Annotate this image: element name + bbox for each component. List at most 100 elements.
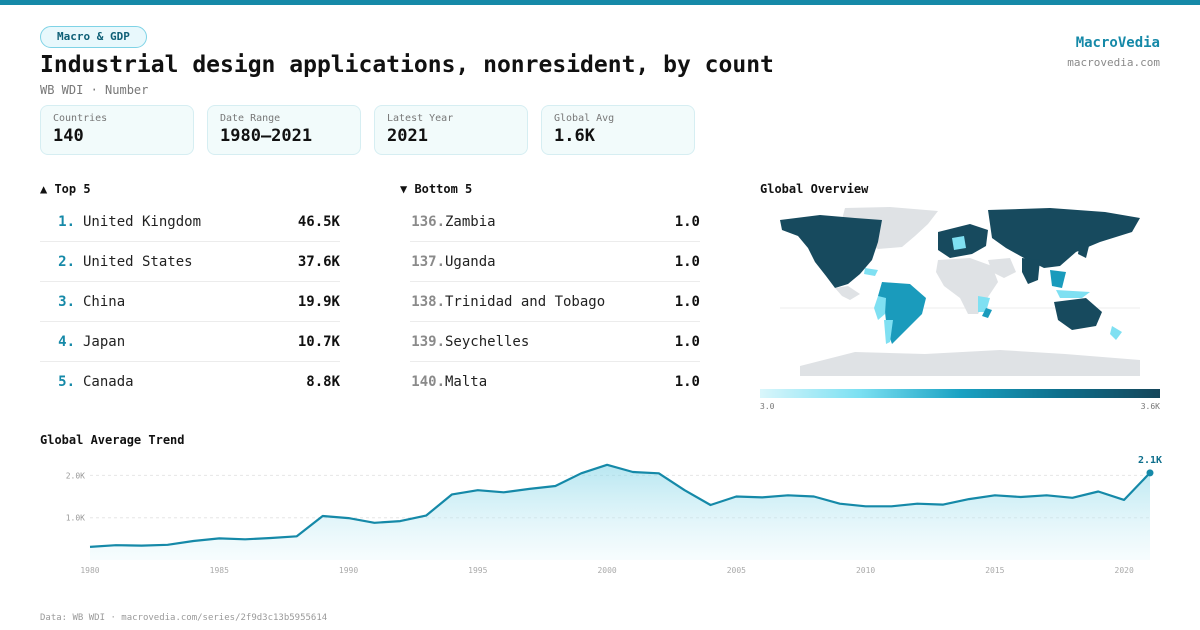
new-zealand-shape xyxy=(1110,326,1122,340)
antarctica-shape xyxy=(800,350,1140,376)
southeast-asia-shape xyxy=(1050,270,1066,288)
x-tick-label: 1990 xyxy=(339,566,358,575)
south-america-shape xyxy=(878,282,926,344)
bottom5-row[interactable]: 140. Malta 1.0 xyxy=(410,362,700,402)
page-subtitle: WB WDI · Number xyxy=(40,83,149,97)
top5-row[interactable]: 1. United Kingdom 46.5K xyxy=(40,202,340,242)
map-legend-gradient xyxy=(760,389,1160,398)
stat-label: Date Range xyxy=(220,113,281,124)
north-america-shape xyxy=(780,215,882,288)
country-name: Trinidad and Tobago xyxy=(445,293,606,310)
asia-shape xyxy=(988,208,1140,268)
top5-row[interactable]: 3. China 19.9K xyxy=(40,282,340,322)
rank-number: 3. xyxy=(58,293,75,310)
last-value-label: 2.1K xyxy=(1138,455,1162,466)
country-name: Uganda xyxy=(445,253,496,270)
trend-chart: 1.0K 2.0K 1980 1985 1990 1995 2000 2005 2010 2015… xyxy=(40,450,1180,585)
x-tick-label: 2020 xyxy=(1115,566,1134,575)
trend-heading: Global Average Trend xyxy=(40,433,185,447)
middle-east-shape xyxy=(988,258,1016,278)
bottom5-row[interactable]: 138. Trinidad and Tobago 1.0 xyxy=(410,282,700,322)
country-value: 37.6K xyxy=(297,253,340,270)
bottom5-list: 136. Zambia 1.0 137. Uganda 1.0 138. Trinidad… xyxy=(410,202,700,402)
central-america-shape xyxy=(835,286,860,300)
rank-number: 2. xyxy=(58,253,75,270)
country-name: Malta xyxy=(445,374,488,390)
country-value: 19.9K xyxy=(297,293,340,310)
top5-row[interactable]: 2. United States 37.6K xyxy=(40,242,340,282)
stat-card-date-range: Date Range 1980–2021 xyxy=(207,105,361,155)
patagonia-shape xyxy=(884,320,893,344)
country-value: 46.5K xyxy=(297,213,340,230)
bottom5-row[interactable]: 137. Uganda 1.0 xyxy=(410,242,700,282)
japan-shape xyxy=(1078,240,1090,258)
top5-row[interactable]: 4. Japan 10.7K xyxy=(40,322,340,362)
africa-shape xyxy=(936,258,998,314)
trend-line xyxy=(89,463,1151,548)
rank-number: 137. xyxy=(411,253,445,270)
x-tick-label: 2005 xyxy=(727,566,746,575)
world-map-svg xyxy=(780,207,1140,376)
y-tick-label: 1.0K xyxy=(66,514,85,523)
rank-number: 4. xyxy=(58,333,75,350)
x-tick-label: 2010 xyxy=(856,566,875,575)
legend-max-label: 3.6K xyxy=(1140,402,1160,411)
country-name: Canada xyxy=(83,374,134,390)
country-value: 1.0 xyxy=(674,253,700,270)
bottom5-row[interactable]: 136. Zambia 1.0 xyxy=(410,202,700,242)
stat-value: 140 xyxy=(53,126,84,146)
country-value: 1.0 xyxy=(674,333,700,350)
stat-card-latest-year: Latest Year 2021 xyxy=(374,105,528,155)
country-value: 10.7K xyxy=(297,333,340,350)
stat-label: Latest Year xyxy=(387,113,454,124)
x-tick-label: 1995 xyxy=(468,566,487,575)
x-tick-label: 2015 xyxy=(985,566,1004,575)
caribbean-shape xyxy=(864,268,878,276)
rank-number: 140. xyxy=(411,374,445,390)
stat-label: Countries xyxy=(53,113,108,124)
top5-list: 1. United Kingdom 46.5K 2. United States 37.… xyxy=(40,202,340,402)
legend-min-label: 3.0 xyxy=(760,402,775,411)
bottom5-row[interactable]: 139. Seychelles 1.0 xyxy=(410,322,700,362)
map-heading: Global Overview xyxy=(760,182,869,196)
indonesia-shape xyxy=(1056,290,1090,298)
top5-heading: ▲ Top 5 xyxy=(40,182,91,196)
country-value: 8.8K xyxy=(306,374,340,390)
india-shape xyxy=(1022,258,1040,284)
top-accent-bar xyxy=(0,0,1200,5)
x-tick-label: 2000 xyxy=(597,566,616,575)
rank-number: 139. xyxy=(411,333,445,350)
country-name: Seychelles xyxy=(445,333,530,350)
x-tick-label: 1980 xyxy=(80,566,99,575)
country-value: 1.0 xyxy=(674,374,700,390)
central-europe-shape xyxy=(952,236,966,250)
country-name: United Kingdom xyxy=(83,213,202,230)
country-name: China xyxy=(83,293,126,310)
rank-number: 136. xyxy=(411,213,445,230)
country-value: 1.0 xyxy=(674,293,700,310)
stat-value: 1.6K xyxy=(554,126,595,146)
east-africa-shape xyxy=(978,296,990,312)
category-tag[interactable]: Macro & GDP xyxy=(40,26,147,48)
stat-label: Global Avg xyxy=(554,113,615,124)
stat-value: 2021 xyxy=(387,126,428,146)
southern-africa-shape xyxy=(982,308,992,318)
footer-source: Data: WB WDI · macrovedia.com/series/2f9… xyxy=(40,613,328,623)
country-name: Zambia xyxy=(445,213,496,230)
brand-name[interactable]: MacroVedia xyxy=(1075,35,1160,51)
last-point-marker xyxy=(1146,469,1154,477)
brand-url[interactable]: macrovedia.com xyxy=(1067,56,1160,69)
y-tick-label: 2.0K xyxy=(66,471,85,480)
world-map[interactable] xyxy=(760,202,1160,382)
trend-area xyxy=(90,464,1150,560)
country-name: Japan xyxy=(83,333,126,350)
stat-card-countries: Countries 140 xyxy=(40,105,194,155)
rank-number: 1. xyxy=(58,213,75,230)
bottom5-heading: ▼ Bottom 5 xyxy=(400,182,473,196)
andes-shape xyxy=(874,296,886,320)
country-name: United States xyxy=(83,253,193,270)
stat-card-global-avg: Global Avg 1.6K xyxy=(541,105,695,155)
australia-shape xyxy=(1054,298,1102,330)
stat-value: 1980–2021 xyxy=(220,126,313,146)
top5-row[interactable]: 5. Canada 8.8K xyxy=(40,362,340,402)
